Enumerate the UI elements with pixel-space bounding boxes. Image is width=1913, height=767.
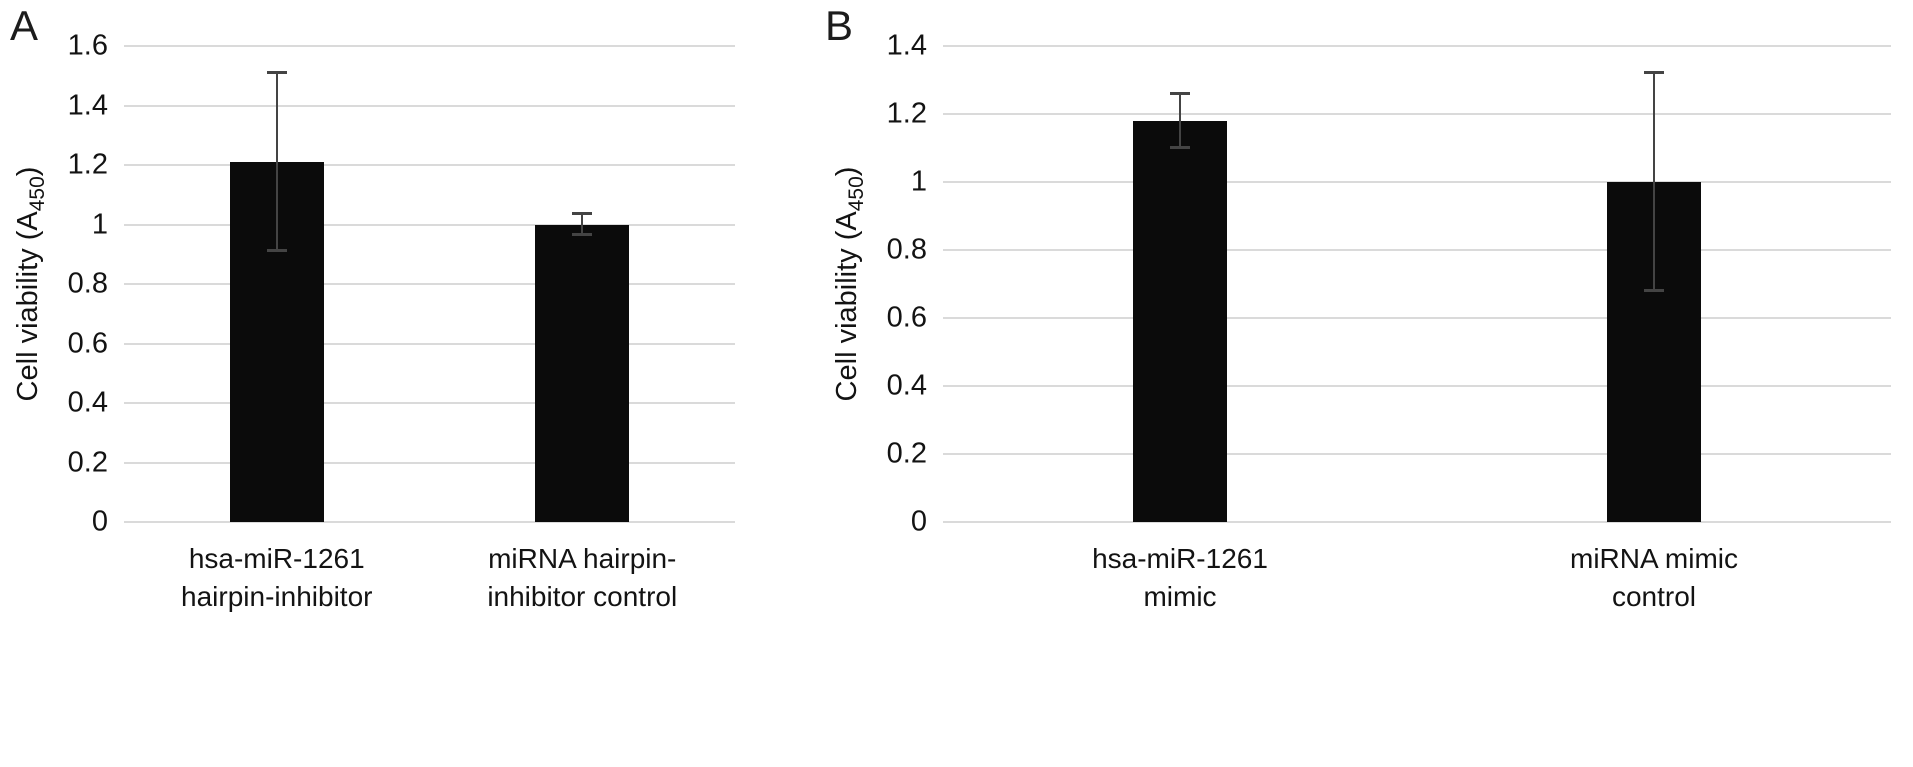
y-axis-label-text: Cell viability (A450) (831, 166, 868, 402)
gridline (943, 45, 1891, 47)
error-bar-cap-top (266, 70, 287, 74)
y-tick-label: 1.6 (67, 29, 108, 62)
x-category-label: hsa-miR-1261 mimic (1092, 540, 1268, 616)
gridline (943, 181, 1891, 183)
bar-chart-b: Cell viability (A450) 0 0.2 0.4 0.6 0.8 1 1.2 1.… (825, 0, 1891, 632)
gridline (124, 223, 735, 226)
y-tick-label: 1.4 (67, 89, 108, 121)
y-axis-label: Cell viability (A450) (6, 46, 56, 522)
x-axis-line (943, 521, 1891, 523)
y-axis-label-subscript: 450 (25, 176, 49, 212)
x-axis-labels: hsa-miR-1261 hairpin-inhibitor miRNA hairp… (124, 522, 735, 632)
x-category-label-line: hairpin-inhibitor (181, 580, 373, 612)
y-axis-ticks: 0 0.2 0.4 0.6 0.8 1 1.2 1.4 1.6 (56, 30, 124, 538)
x-category-label-line: hsa-miR-1261 (1092, 543, 1268, 574)
gridline (124, 164, 735, 166)
x-axis-line (124, 521, 735, 523)
panel-b: B Cell viability (A450) 0 0.2 0.4 0.6 0.8 1 1.2… (815, 0, 1913, 767)
y-axis-label-subscript: 450 (844, 176, 868, 212)
gridline (943, 113, 1891, 115)
y-tick-label: 0.6 (67, 327, 108, 359)
x-category-label-line: control (1611, 580, 1697, 612)
error-bar-line (581, 214, 584, 235)
y-tick-label: 0.2 (886, 437, 927, 470)
error-bar-cap-top (572, 212, 593, 216)
y-tick-label: 0.8 (886, 233, 927, 266)
bar-1 (1133, 120, 1227, 522)
error-bar-cap-bottom (1644, 288, 1664, 292)
y-axis-label: Cell viability (A450) (825, 46, 875, 522)
panel-a-label: A (10, 2, 39, 49)
y-tick-label: 1.2 (67, 148, 108, 181)
gridline (124, 342, 735, 345)
y-tick-label: 0 (910, 505, 927, 538)
error-bar-cap-bottom (572, 232, 593, 236)
plot-area (943, 45, 1891, 523)
x-category-label: hsa-miR-1261 hairpin-inhibitor (181, 540, 372, 616)
bar-chart-a: Cell viability (A450) 0 0.2 0.4 0.6 0.8 1 1.2 1.… (6, 0, 735, 632)
error-bar-line (275, 72, 278, 252)
y-tick-label: 0.2 (67, 446, 108, 478)
error-bar-line (1653, 73, 1655, 291)
panel-a: A Cell viability (A450) 0 0.2 0.4 0.6 0.8 1 1.2… (0, 0, 815, 767)
x-category-label-line: miRNA mimic (1570, 543, 1738, 574)
gridline (124, 104, 735, 107)
x-category-label: miRNA mimic control (1570, 540, 1738, 616)
y-tick-label: 0 (91, 505, 108, 538)
error-bar-cap-top (1170, 91, 1190, 95)
gridline (124, 45, 735, 47)
y-axis-label-text: Cell viability (A450) (12, 166, 49, 402)
gridline (124, 461, 735, 464)
y-tick-label: 1 (910, 165, 927, 198)
plot-area (124, 45, 735, 523)
y-tick-label: 0.6 (886, 301, 927, 334)
x-axis-labels: hsa-miR-1261 mimic miRNA mimic control (943, 522, 1891, 632)
error-bar-cap-top (1644, 71, 1664, 75)
x-category-label-line: hsa-miR-1261 (188, 543, 365, 574)
gridline (943, 249, 1891, 252)
y-tick-label: 0.4 (886, 369, 927, 402)
y-axis-ticks: 0 0.2 0.4 0.6 0.8 1 1.2 1.4 (875, 30, 943, 538)
gridline (124, 402, 735, 404)
x-category-label-line: miRNA hairpin- (488, 543, 677, 574)
gridline (124, 283, 735, 285)
panel-b-label: B (825, 2, 854, 49)
error-bar-line (1179, 93, 1181, 148)
gridline (943, 453, 1891, 456)
error-bar-cap-bottom (266, 249, 287, 253)
x-category-label-line: mimic (1143, 580, 1217, 612)
y-tick-label: 1.2 (886, 97, 927, 130)
bar-2 (535, 224, 630, 522)
gridline (943, 385, 1891, 388)
gridline (943, 317, 1891, 319)
x-category-label: miRNA hairpin-inhibitor control (487, 540, 677, 616)
error-bar-cap-bottom (1170, 146, 1190, 149)
y-tick-label: 1 (91, 208, 108, 240)
y-tick-label: 0.8 (67, 267, 108, 300)
x-category-label-line: inhibitor control (487, 580, 678, 612)
y-tick-label: 1.4 (886, 29, 927, 62)
y-tick-label: 0.4 (67, 386, 108, 419)
